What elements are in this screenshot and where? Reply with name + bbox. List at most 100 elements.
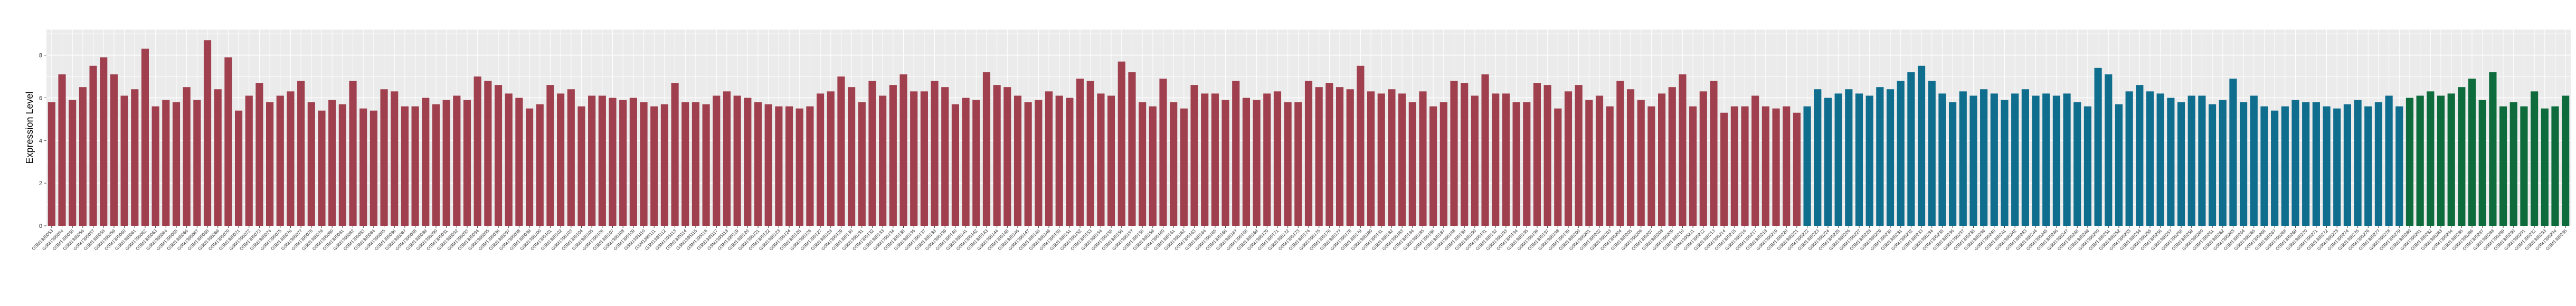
bar — [2509, 102, 2517, 226]
bar — [1720, 112, 1728, 226]
bar — [577, 106, 585, 226]
bar — [1190, 85, 1198, 226]
bar — [1398, 93, 1406, 226]
bar — [910, 91, 918, 226]
bar — [370, 110, 377, 226]
x-axis-ticks: GSM1395053GSM1395054GSM1395055GSM1395056… — [31, 226, 2568, 252]
bar — [1637, 100, 1645, 226]
bar — [754, 102, 762, 226]
bar — [2541, 108, 2549, 226]
bar — [567, 89, 575, 226]
bar — [48, 102, 55, 226]
bar — [1377, 93, 1385, 226]
bar — [1897, 81, 1905, 226]
bar — [2250, 95, 2258, 226]
bar — [931, 81, 939, 226]
bar — [2499, 106, 2507, 226]
bar — [1263, 93, 1271, 226]
bar — [1886, 89, 1895, 226]
bar — [2187, 95, 2195, 226]
bar — [1730, 106, 1738, 226]
bar — [1741, 106, 1749, 226]
bar — [598, 95, 606, 226]
bar — [1294, 102, 1302, 226]
bar — [2115, 104, 2123, 226]
bar — [785, 106, 793, 226]
bar — [2198, 95, 2206, 226]
bar — [401, 106, 409, 226]
bar — [1003, 87, 1011, 226]
bar — [2468, 79, 2476, 226]
bar — [1938, 93, 1946, 226]
bar — [879, 95, 887, 226]
bar — [120, 95, 128, 226]
bar — [1097, 93, 1105, 226]
bar — [1273, 91, 1282, 226]
bar — [692, 102, 700, 226]
bar — [297, 81, 305, 226]
bar — [1481, 74, 1489, 226]
bar — [58, 74, 66, 226]
bar — [2260, 106, 2268, 226]
bar — [245, 95, 253, 226]
bar — [1969, 95, 1977, 226]
bar — [1242, 98, 1251, 226]
bar — [2416, 95, 2424, 226]
bar — [609, 98, 617, 226]
bar — [1180, 108, 1188, 226]
bar — [203, 40, 212, 226]
bar — [1980, 89, 1988, 226]
bar — [224, 57, 232, 226]
bar — [744, 98, 752, 226]
bar — [110, 74, 118, 226]
bar — [1408, 102, 1416, 226]
bar — [775, 106, 783, 226]
bar — [162, 100, 170, 226]
bar — [1585, 100, 1593, 226]
bar — [619, 100, 627, 226]
bar — [962, 98, 970, 226]
bar — [1928, 81, 1936, 226]
bar — [837, 76, 845, 226]
bar — [764, 104, 772, 226]
bar — [546, 85, 554, 226]
bar — [2405, 98, 2414, 226]
bar — [1201, 93, 1209, 226]
bar — [515, 98, 523, 226]
bar — [1855, 93, 1863, 226]
bar — [484, 81, 492, 226]
bar — [494, 85, 503, 226]
bar — [806, 106, 814, 226]
bar — [1793, 112, 1801, 226]
bar — [2291, 100, 2299, 226]
bar — [525, 108, 534, 226]
bar — [1450, 81, 1458, 226]
bar — [1117, 61, 1125, 226]
bar — [1284, 102, 1292, 226]
bar — [214, 89, 222, 226]
bar — [2458, 87, 2466, 226]
bar — [1232, 81, 1240, 226]
bar — [2374, 102, 2383, 226]
bar — [1814, 89, 1822, 226]
bar — [307, 102, 315, 226]
bar — [1647, 106, 1655, 226]
bar — [1253, 100, 1261, 226]
bar — [899, 74, 907, 226]
bar — [2531, 91, 2539, 226]
bar — [2562, 95, 2570, 226]
bar — [1949, 102, 1957, 226]
bar — [1751, 95, 1759, 226]
y-tick-label: 0 — [39, 223, 42, 230]
bar — [588, 95, 596, 226]
bar — [276, 95, 284, 226]
bar — [650, 106, 658, 226]
bar — [1772, 108, 1780, 226]
bar — [131, 89, 139, 226]
y-tick-label: 6 — [39, 95, 42, 101]
bar — [1159, 79, 1167, 226]
bar — [1543, 85, 1551, 226]
bar — [287, 91, 295, 226]
bar — [1502, 93, 1510, 226]
bar — [234, 110, 243, 226]
